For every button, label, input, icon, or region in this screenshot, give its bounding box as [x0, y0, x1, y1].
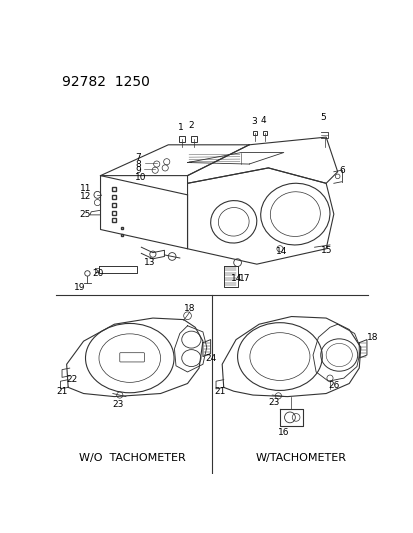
Text: 17: 17	[239, 273, 250, 282]
Text: 15: 15	[320, 246, 332, 255]
Text: 18: 18	[183, 304, 195, 313]
Text: 12: 12	[80, 192, 91, 201]
Text: 18: 18	[366, 333, 377, 342]
Text: 11: 11	[80, 184, 91, 193]
Text: 7: 7	[135, 154, 140, 163]
Text: 10: 10	[135, 173, 146, 182]
Text: 26: 26	[328, 381, 339, 390]
Text: 92782  1250: 92782 1250	[62, 75, 150, 88]
Text: 1: 1	[177, 123, 183, 132]
Text: 14: 14	[275, 247, 287, 256]
Text: 6: 6	[338, 166, 344, 175]
Text: 3: 3	[251, 117, 256, 126]
Text: 9: 9	[135, 166, 140, 175]
Text: 23: 23	[268, 398, 279, 407]
Text: 16: 16	[277, 427, 288, 437]
Text: 20: 20	[93, 269, 104, 278]
Text: 23: 23	[113, 400, 124, 409]
Text: 13: 13	[143, 258, 155, 267]
Text: 21: 21	[214, 387, 225, 395]
Text: 5: 5	[320, 114, 326, 123]
Text: 25: 25	[80, 209, 91, 219]
Text: 4: 4	[260, 116, 266, 125]
Text: 21: 21	[57, 387, 68, 395]
Text: 8: 8	[135, 159, 140, 168]
Text: 24: 24	[205, 353, 216, 362]
Text: W/O  TACHOMETER: W/O TACHOMETER	[78, 453, 185, 463]
Text: 2: 2	[188, 121, 193, 130]
Text: 22: 22	[66, 375, 78, 384]
Text: W/TACHOMETER: W/TACHOMETER	[254, 453, 345, 463]
Text: 14: 14	[231, 273, 242, 282]
Text: 19: 19	[74, 283, 85, 292]
